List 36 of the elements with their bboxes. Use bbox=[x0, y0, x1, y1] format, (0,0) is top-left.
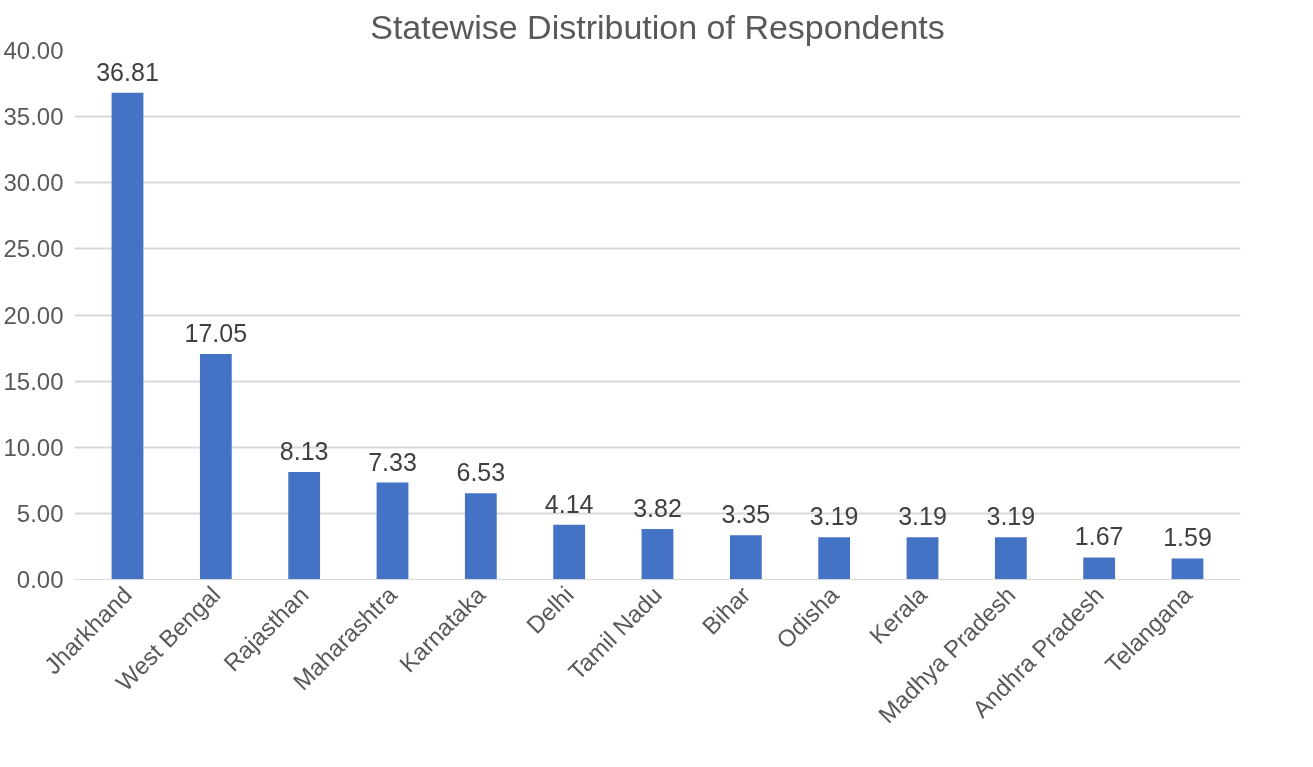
data-label: 4.14 bbox=[544, 489, 594, 518]
data-label: 17.05 bbox=[184, 319, 248, 348]
data-label: 8.13 bbox=[279, 436, 329, 465]
y-tick-label: 20.00 bbox=[3, 301, 64, 329]
y-tick-label: 30.00 bbox=[3, 169, 64, 197]
y-tick-label: 25.00 bbox=[3, 235, 64, 263]
bar bbox=[464, 493, 497, 580]
bar bbox=[376, 482, 409, 580]
data-label: 6.53 bbox=[456, 458, 506, 487]
y-tick-label: 40.00 bbox=[3, 37, 64, 64]
data-label: 3.35 bbox=[721, 500, 771, 529]
data-label: 1.59 bbox=[1163, 523, 1212, 552]
data-label: 3.19 bbox=[986, 502, 1036, 531]
data-label: 3.82 bbox=[633, 493, 682, 522]
bar bbox=[1171, 558, 1204, 580]
bar bbox=[111, 92, 144, 580]
data-label: 1.67 bbox=[1074, 522, 1124, 551]
bar bbox=[641, 528, 674, 580]
y-tick-label: 35.00 bbox=[3, 103, 64, 131]
y-tick-label: 5.00 bbox=[16, 499, 64, 527]
bar bbox=[1083, 557, 1116, 580]
y-tick-label: 10.00 bbox=[3, 433, 64, 461]
data-label: 36.81 bbox=[96, 57, 159, 86]
bar bbox=[553, 524, 586, 580]
data-label: 3.19 bbox=[809, 502, 859, 531]
bar bbox=[199, 354, 232, 580]
bar bbox=[906, 537, 939, 580]
bar bbox=[288, 471, 321, 580]
y-tick-label: 0.00 bbox=[16, 566, 64, 593]
bar bbox=[994, 537, 1027, 580]
chart-title: Statewise Distribution of Respondents bbox=[370, 7, 945, 46]
data-label: 3.19 bbox=[898, 502, 947, 531]
bar bbox=[818, 537, 851, 580]
y-tick-label: 15.00 bbox=[3, 367, 64, 395]
data-label: 7.33 bbox=[368, 447, 417, 476]
bar bbox=[729, 535, 762, 580]
